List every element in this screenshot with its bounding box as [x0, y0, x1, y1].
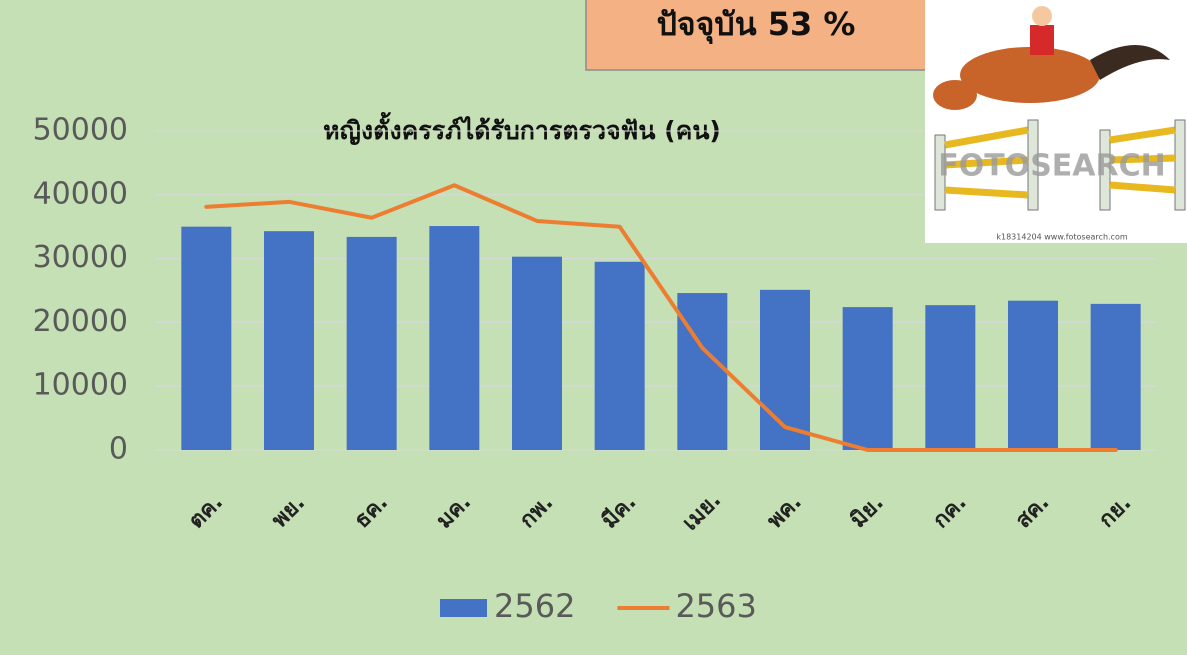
y-tick-label: 10000 [33, 368, 128, 403]
annotation: ปัจจุบัน 53 % [657, 5, 856, 45]
bar [677, 293, 727, 450]
legend-label: 2562 [494, 587, 575, 625]
rider-head [1032, 6, 1052, 26]
bar [925, 305, 975, 450]
horse-head [933, 80, 977, 110]
horse [960, 47, 1100, 103]
bar [843, 307, 893, 450]
bar [595, 262, 645, 450]
y-tick-label: 50000 [33, 113, 128, 148]
legend-swatch [440, 599, 487, 617]
bar [429, 226, 479, 450]
bar [181, 227, 231, 450]
y-tick-label: 0 [109, 432, 128, 467]
chart-title: หญิงตั้งครรภ์ได้รับการตรวจฟัน (คน) [323, 111, 721, 145]
picture-caption: k18314204 www.fotosearch.com [996, 233, 1127, 242]
bar [512, 257, 562, 450]
picture-frame [925, 0, 1187, 243]
bar [1091, 304, 1141, 450]
chart: ปัจจุบัน 53 % หญิงตั้งครรภ์ได้รับการตรวจ… [0, 0, 1187, 655]
bar [264, 231, 314, 450]
watermark: FOTOSEARCH [938, 149, 1166, 184]
bar [1008, 301, 1058, 450]
y-tick-label: 20000 [33, 304, 128, 339]
bar [347, 237, 397, 450]
y-tick-label: 40000 [33, 176, 128, 211]
y-tick-label: 30000 [33, 240, 128, 275]
legend-label: 2563 [675, 587, 756, 625]
fence-post [1175, 120, 1185, 210]
rider [1030, 25, 1054, 55]
picture: FOTOSEARCH k18314204 www.fotosearch.com [925, 0, 1187, 243]
